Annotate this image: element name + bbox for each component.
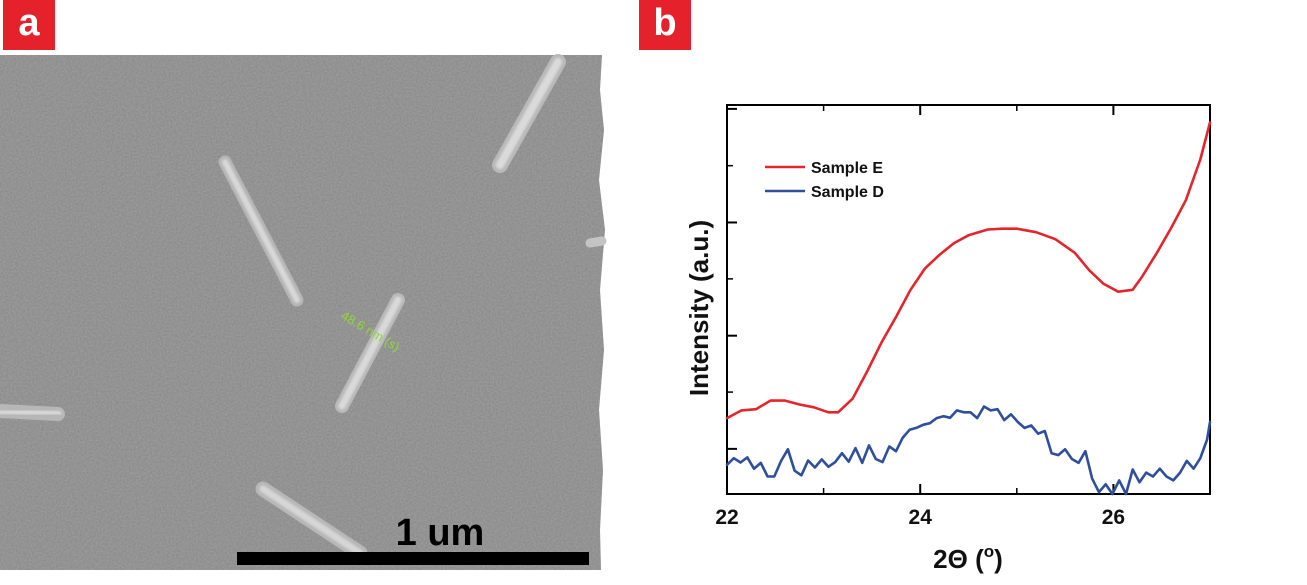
nanorod	[218, 155, 304, 307]
nanorod	[585, 236, 607, 248]
legend-label: Sample D	[811, 184, 884, 201]
panel-a-badge: a	[3, 0, 55, 50]
sem-image: 48.6 nm (s) 1 um	[0, 54, 607, 570]
panel-b-badge: b	[639, 0, 691, 50]
nanorods	[0, 54, 607, 561]
legend: Sample E Sample D	[765, 160, 884, 201]
sem-texture	[0, 55, 605, 570]
scale-bar	[237, 552, 589, 565]
nanorod	[255, 481, 368, 561]
x-axis-ticks: 22 24 26	[715, 105, 1125, 529]
x-axis-label-main: 2Θ (	[933, 544, 984, 574]
y-axis-label: Intensity (a.u.)	[684, 220, 714, 396]
nanorod-measured	[335, 293, 405, 413]
series-line-sample-e	[725, 121, 1212, 420]
nanorod	[0, 404, 65, 421]
x-tick-label: 26	[1102, 506, 1125, 529]
series-layer	[725, 121, 1212, 496]
scale-bar-label: 1 um	[396, 512, 485, 554]
y-axis-ticks	[727, 107, 737, 450]
x-axis-label-close: )	[994, 544, 1003, 574]
x-tick-label: 22	[715, 506, 738, 529]
nanorod	[492, 54, 566, 173]
series-line-sample-d	[725, 405, 1212, 496]
x-axis-label-sup: o	[984, 542, 994, 561]
plot-frame	[726, 104, 1211, 495]
x-tick-label: 24	[909, 506, 933, 529]
x-axis-label: 2Θ (o)	[933, 542, 1003, 574]
legend-label: Sample E	[811, 160, 883, 177]
